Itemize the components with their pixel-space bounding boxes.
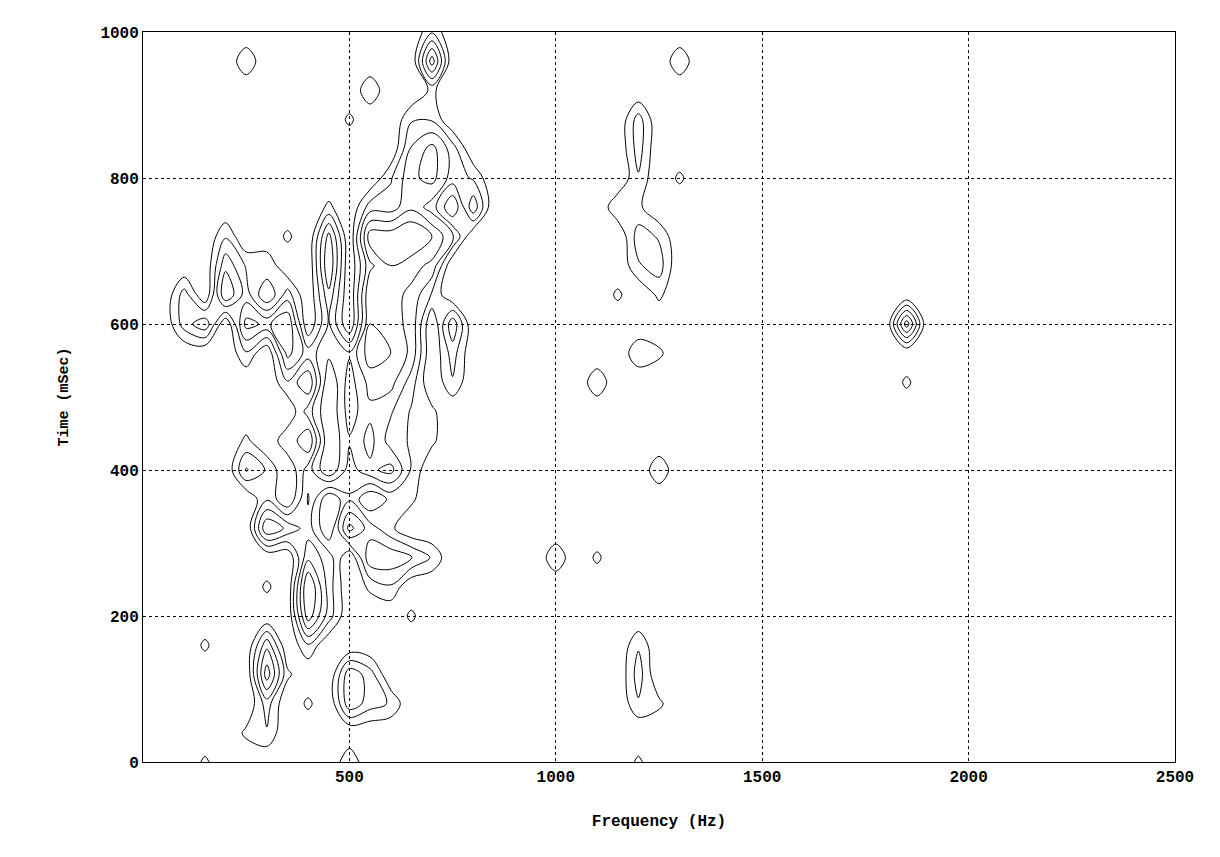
- svg-text:0: 0: [129, 755, 139, 773]
- svg-text:600: 600: [110, 317, 139, 335]
- svg-text:Time (mSec): Time (mSec): [56, 347, 73, 446]
- svg-text:500: 500: [335, 769, 364, 787]
- svg-text:200: 200: [110, 609, 139, 627]
- svg-text:1000: 1000: [100, 25, 138, 43]
- svg-text:2000: 2000: [949, 769, 987, 787]
- svg-text:Frequency (Hz): Frequency (Hz): [592, 813, 726, 831]
- svg-text:1500: 1500: [743, 769, 781, 787]
- svg-text:2500: 2500: [1156, 769, 1194, 787]
- svg-text:1000: 1000: [537, 769, 575, 787]
- svg-text:400: 400: [110, 463, 139, 481]
- svg-text:800: 800: [110, 171, 139, 189]
